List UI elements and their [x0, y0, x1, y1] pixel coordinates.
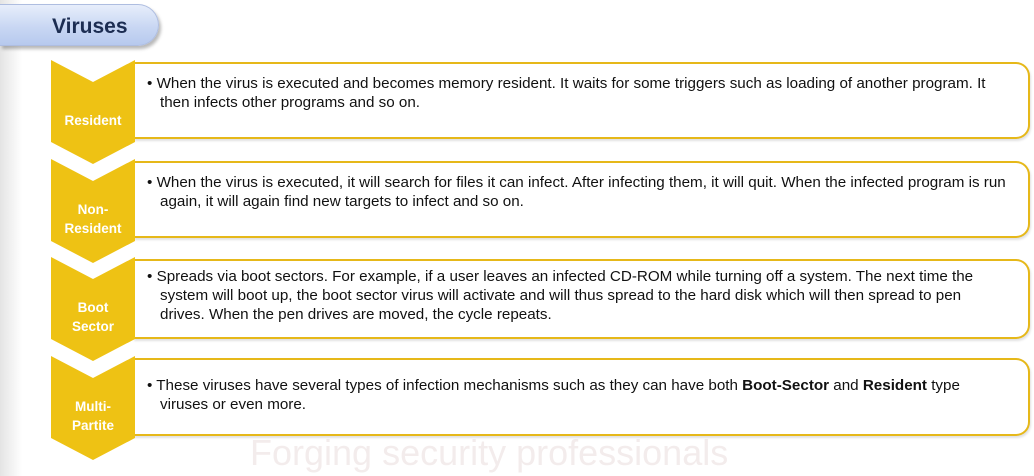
description-text: When the virus is executed, it will sear…	[156, 174, 1006, 210]
category-label-multi-partite: Multi- Partite	[51, 397, 135, 435]
category-label-line2: Sector	[71, 319, 115, 334]
content-box-non-resident: • When the virus is executed, it will se…	[133, 161, 1030, 238]
content-box-boot-sector: • Spreads via boot sectors. For example,…	[133, 259, 1030, 339]
description-text-part: type viruses or even more.	[160, 377, 960, 413]
category-label-line1: Non-	[77, 202, 109, 217]
category-label-line1: Multi-	[75, 399, 111, 414]
bullet-text-resident: • When the virus is executed and becomes…	[147, 74, 1008, 112]
category-label-boot-sector: Boot Sector	[51, 298, 135, 336]
row-boot-sector: • Spreads via boot sectors. For example,…	[0, 257, 1034, 362]
chevron-arrow-resident	[51, 60, 135, 164]
bullet-text-boot-sector: • Spreads via boot sectors. For example,…	[147, 267, 1008, 324]
chevron-arrow-boot-sector	[51, 257, 135, 361]
category-label-line2: Partite	[71, 418, 115, 433]
category-label-line2: Resident	[64, 221, 122, 236]
slide-title: Viruses	[52, 15, 128, 38]
content-box-multi-partite: • These viruses have several types of in…	[133, 358, 1030, 436]
title-tab: Viruses	[0, 4, 159, 46]
description-text-part: and	[829, 377, 863, 394]
bullet-text-non-resident: • When the virus is executed, it will se…	[147, 173, 1008, 211]
description-text: Spreads via boot sectors. For example, i…	[156, 268, 974, 323]
category-label-resident: Resident	[51, 111, 135, 130]
chevron-arrow-multi-partite	[51, 356, 135, 460]
bold-term-resident: Resident	[862, 377, 927, 394]
description-text-part: These viruses have several types of infe…	[156, 377, 743, 394]
category-label-non-resident: Non- Resident	[51, 200, 135, 238]
row-resident: • When the virus is executed and becomes…	[0, 60, 1034, 165]
bullet-marker: •	[147, 377, 153, 394]
left-edge-shade	[0, 0, 22, 476]
category-label-text: Resident	[64, 113, 122, 128]
content-box-resident: • When the virus is executed and becomes…	[133, 62, 1030, 139]
row-multi-partite: • These viruses have several types of in…	[0, 356, 1034, 461]
bullet-marker: •	[147, 75, 153, 92]
bullet-marker: •	[147, 174, 153, 191]
row-non-resident: • When the virus is executed, it will se…	[0, 159, 1034, 264]
chevron-arrow-non-resident	[51, 159, 135, 263]
bullet-text-multi-partite: • These viruses have several types of in…	[147, 376, 1008, 414]
category-label-line1: Boot	[77, 300, 109, 315]
description-text: When the virus is executed and becomes m…	[156, 75, 986, 111]
watermark-text: Forging security professionals	[250, 432, 729, 473]
bold-term-boot-sector: Boot-Sector	[742, 377, 830, 394]
bullet-marker: •	[147, 268, 153, 285]
